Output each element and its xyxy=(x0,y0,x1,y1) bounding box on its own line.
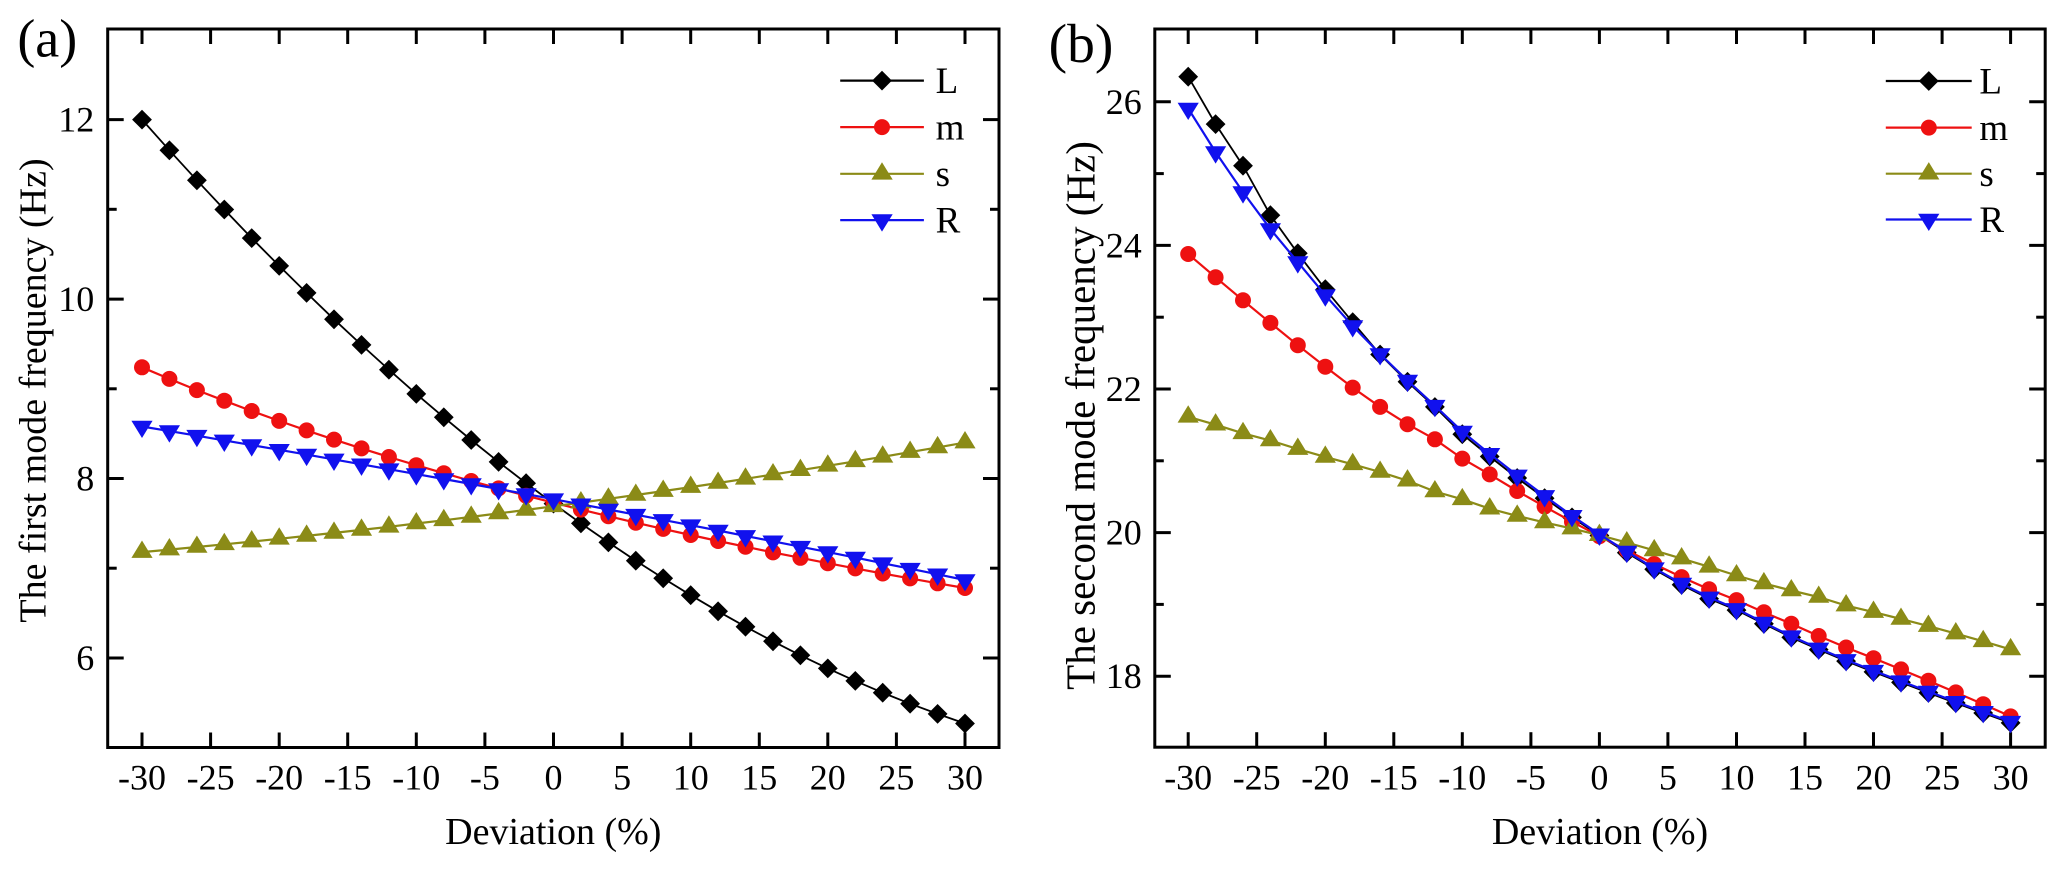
svg-text:-20: -20 xyxy=(1301,757,1349,797)
svg-text:20: 20 xyxy=(1856,757,1892,797)
svg-text:5: 5 xyxy=(613,757,631,797)
svg-text:0: 0 xyxy=(545,757,563,797)
svg-text:(b): (b) xyxy=(1049,14,1114,75)
svg-text:m: m xyxy=(1979,108,2008,149)
svg-text:24: 24 xyxy=(1106,225,1142,265)
svg-text:Deviation (%): Deviation (%) xyxy=(1492,811,1708,853)
svg-text:8: 8 xyxy=(76,459,94,499)
svg-text:26: 26 xyxy=(1106,82,1142,122)
svg-text:12: 12 xyxy=(58,100,94,140)
svg-text:15: 15 xyxy=(741,757,777,797)
svg-text:Deviation (%): Deviation (%) xyxy=(445,811,661,853)
svg-text:10: 10 xyxy=(1719,757,1755,797)
svg-text:-30: -30 xyxy=(1164,757,1212,797)
svg-text:-15: -15 xyxy=(1370,757,1418,797)
svg-text:6: 6 xyxy=(76,638,94,678)
svg-text:-10: -10 xyxy=(392,757,440,797)
svg-text:15: 15 xyxy=(1787,757,1823,797)
svg-text:-25: -25 xyxy=(1233,757,1281,797)
svg-text:L: L xyxy=(1979,61,2002,102)
svg-text:0: 0 xyxy=(1590,757,1608,797)
svg-text:18: 18 xyxy=(1106,656,1142,696)
svg-text:20: 20 xyxy=(810,757,846,797)
svg-text:5: 5 xyxy=(1659,757,1677,797)
svg-text:s: s xyxy=(1979,154,1993,195)
svg-text:The second mode frequency (Hz): The second mode frequency (Hz) xyxy=(1058,141,1104,690)
svg-text:-15: -15 xyxy=(324,757,372,797)
svg-text:20: 20 xyxy=(1106,513,1142,553)
svg-text:-5: -5 xyxy=(470,757,500,797)
svg-text:22: 22 xyxy=(1106,369,1142,409)
svg-text:s: s xyxy=(936,154,950,195)
svg-text:-5: -5 xyxy=(1516,757,1546,797)
svg-text:R: R xyxy=(1979,200,2004,241)
svg-text:-10: -10 xyxy=(1438,757,1486,797)
svg-text:10: 10 xyxy=(58,279,94,319)
svg-text:-25: -25 xyxy=(187,757,235,797)
svg-text:10: 10 xyxy=(673,757,709,797)
svg-text:R: R xyxy=(936,200,961,241)
svg-text:25: 25 xyxy=(878,757,914,797)
svg-text:(a): (a) xyxy=(17,8,77,68)
svg-text:30: 30 xyxy=(947,757,983,797)
svg-text:-30: -30 xyxy=(118,757,166,797)
svg-text:-20: -20 xyxy=(255,757,303,797)
svg-text:The first mode frequency (Hz): The first mode frequency (Hz) xyxy=(13,158,55,622)
svg-text:30: 30 xyxy=(1993,757,2029,797)
svg-text:m: m xyxy=(936,107,965,148)
svg-text:L: L xyxy=(936,61,959,102)
svg-text:25: 25 xyxy=(1924,757,1960,797)
